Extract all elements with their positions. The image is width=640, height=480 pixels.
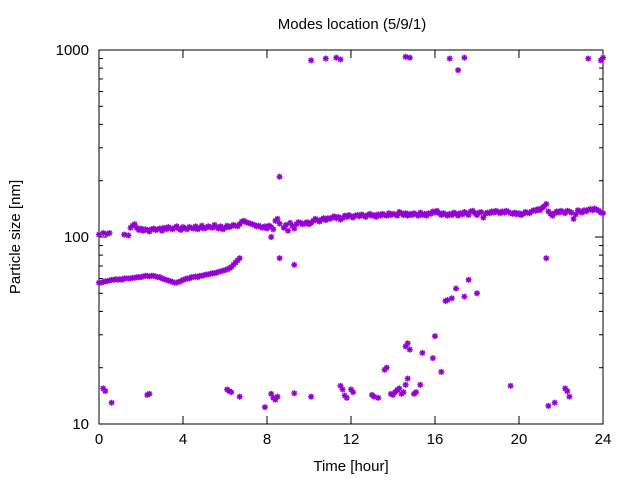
data-point: [274, 215, 281, 222]
data-point: [404, 340, 411, 347]
data-point: [108, 399, 115, 406]
data-point: [276, 255, 283, 262]
x-tick-label: 8: [263, 431, 271, 448]
data-point: [455, 67, 462, 74]
data-point: [282, 221, 289, 228]
data-point: [371, 393, 378, 400]
data-point: [402, 381, 409, 388]
data-point: [236, 393, 243, 400]
data-point: [551, 399, 558, 406]
data-point: [566, 393, 573, 400]
data-point: [383, 364, 390, 371]
x-axis-label: Time [hour]: [313, 458, 388, 475]
data-point: [291, 261, 298, 268]
data-point: [465, 276, 472, 283]
data-point: [417, 381, 424, 388]
data-point: [285, 227, 291, 234]
data-point: [228, 389, 235, 396]
data-point: [337, 56, 344, 63]
data-point: [564, 388, 571, 395]
y-axis-label: Particle size [nm]: [7, 180, 24, 294]
data-point: [461, 54, 468, 61]
data-point: [146, 390, 153, 397]
data-point: [446, 55, 453, 62]
data-point: [406, 346, 413, 353]
data-point: [438, 368, 445, 375]
data-point: [432, 333, 438, 340]
data-point: [570, 215, 577, 222]
x-tick-label: 12: [343, 431, 360, 448]
data-point: [339, 386, 346, 393]
data-point: [461, 293, 468, 300]
data-points: [96, 53, 606, 411]
data-point: [274, 393, 281, 400]
data-point: [375, 394, 382, 401]
data-point: [406, 54, 413, 61]
data-point: [507, 382, 514, 389]
data-point: [600, 54, 606, 61]
data-point: [308, 57, 315, 64]
x-tick-label: 16: [427, 431, 444, 448]
plot-frame: [98, 49, 604, 425]
data-point: [106, 230, 113, 237]
data-point: [350, 389, 357, 396]
chart-title: Modes location (5/9/1): [278, 16, 426, 33]
x-tick-label: 4: [179, 431, 187, 448]
data-point: [585, 55, 592, 62]
data-point: [291, 390, 298, 397]
data-point: [396, 385, 403, 392]
y-tick-label: 10: [72, 416, 89, 433]
data-point: [276, 173, 283, 180]
data-point: [474, 290, 480, 297]
data-point: [236, 255, 243, 262]
x-tick-label: 24: [595, 431, 612, 448]
ticks: 0 4 8 12 16 20 24 10 100 1000: [56, 42, 612, 448]
data-point: [343, 394, 350, 401]
data-point: [543, 255, 550, 262]
data-point: [453, 285, 459, 292]
x-tick-label: 0: [95, 431, 103, 448]
data-point: [268, 234, 275, 240]
data-point: [125, 232, 132, 239]
data-point: [102, 388, 109, 395]
data-point: [429, 355, 436, 362]
data-point: [348, 386, 354, 393]
data-point: [419, 349, 426, 356]
y-tick-label: 1000: [56, 42, 89, 59]
data-point: [448, 295, 455, 302]
y-tick-label: 100: [64, 229, 89, 246]
data-point: [276, 220, 283, 227]
data-point: [413, 389, 420, 396]
data-point: [543, 201, 550, 208]
data-point: [545, 402, 552, 409]
data-point: [400, 389, 407, 396]
data-point: [600, 210, 606, 217]
data-point: [270, 226, 277, 233]
data-point: [404, 375, 411, 382]
data-point: [261, 404, 268, 411]
x-tick-label: 20: [511, 431, 528, 448]
data-point: [100, 230, 107, 237]
data-point: [322, 55, 329, 62]
data-point: [308, 393, 315, 400]
